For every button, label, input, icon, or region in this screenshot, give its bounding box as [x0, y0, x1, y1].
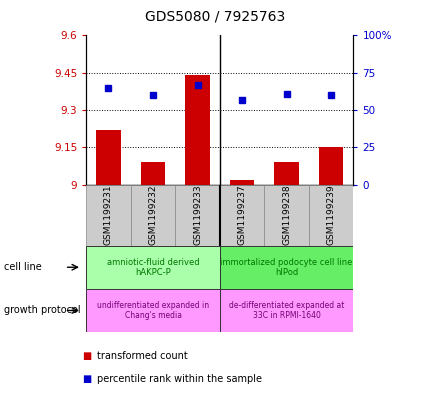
Text: cell line: cell line [4, 262, 42, 272]
Bar [86, 289, 219, 332]
Bar [318, 147, 343, 185]
Text: GSM1199237: GSM1199237 [237, 185, 246, 246]
Text: ■: ■ [82, 374, 91, 384]
Bar [130, 185, 175, 246]
Bar [264, 185, 308, 246]
Bar [141, 162, 165, 185]
Text: percentile rank within the sample: percentile rank within the sample [97, 374, 261, 384]
Text: de-differentiated expanded at
33C in RPMI-1640: de-differentiated expanded at 33C in RPM… [228, 301, 344, 320]
Bar [219, 185, 264, 246]
Text: amniotic-fluid derived
hAKPC-P: amniotic-fluid derived hAKPC-P [107, 257, 199, 277]
Text: growth protocol: growth protocol [4, 305, 81, 316]
Text: GDS5080 / 7925763: GDS5080 / 7925763 [145, 10, 285, 24]
Text: GSM1199238: GSM1199238 [282, 185, 290, 246]
Text: GSM1199233: GSM1199233 [193, 185, 202, 246]
Text: GSM1199232: GSM1199232 [148, 185, 157, 245]
Text: transformed count: transformed count [97, 351, 187, 361]
Bar [219, 289, 353, 332]
Bar [308, 185, 353, 246]
Bar [96, 130, 120, 185]
Bar [229, 180, 254, 185]
Bar [274, 162, 298, 185]
Text: immortalized podocyte cell line
hIPod: immortalized podocyte cell line hIPod [220, 257, 352, 277]
Text: GSM1199231: GSM1199231 [104, 185, 113, 246]
Bar [185, 75, 209, 185]
Bar [86, 246, 219, 289]
Bar [219, 246, 353, 289]
Text: undifferentiated expanded in
Chang's media: undifferentiated expanded in Chang's med… [97, 301, 209, 320]
Text: GSM1199239: GSM1199239 [326, 185, 335, 246]
Bar [86, 185, 130, 246]
Text: ■: ■ [82, 351, 91, 361]
Bar [175, 185, 219, 246]
